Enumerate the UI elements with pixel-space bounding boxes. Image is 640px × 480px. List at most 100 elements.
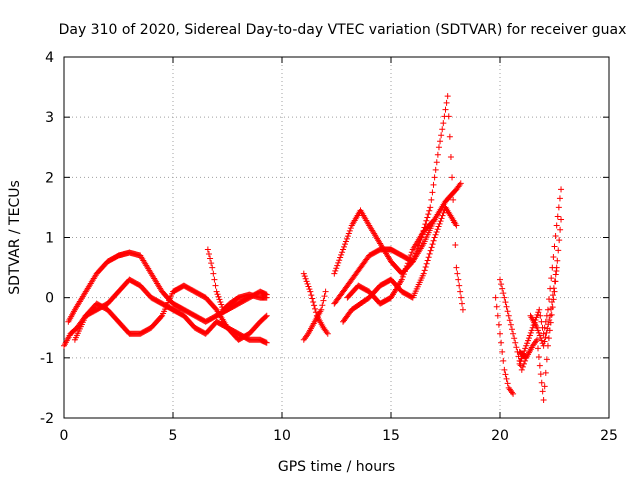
data-point	[305, 283, 312, 290]
data-point	[404, 260, 411, 267]
data-point	[423, 217, 430, 224]
data-point	[526, 332, 533, 339]
data-point	[455, 276, 462, 283]
data-point	[434, 226, 441, 233]
data-point	[341, 243, 348, 250]
data-point	[540, 330, 547, 337]
x-tick-label: 10	[273, 428, 291, 444]
data-point	[501, 294, 508, 301]
data-point	[210, 270, 217, 277]
data-point	[553, 222, 560, 229]
data-point	[445, 113, 452, 120]
data-point	[309, 295, 316, 302]
data-point	[459, 300, 466, 307]
data-point	[521, 347, 528, 354]
data-point	[434, 151, 441, 158]
data-point	[541, 324, 548, 331]
data-point	[426, 207, 433, 214]
data-point	[500, 357, 507, 364]
data-point	[550, 254, 557, 261]
data-point	[438, 132, 445, 139]
series-s3	[71, 282, 270, 343]
data-point	[431, 216, 438, 223]
y-tick-label: 0	[45, 291, 54, 307]
data-point	[538, 379, 545, 386]
data-point	[312, 305, 319, 312]
data-point	[207, 255, 214, 262]
data-point	[552, 271, 559, 278]
data-point	[548, 311, 555, 318]
data-point	[306, 286, 313, 293]
data-point	[504, 380, 511, 387]
data-point	[506, 317, 513, 324]
data-point	[301, 273, 308, 280]
data-point	[452, 242, 459, 249]
data-point	[432, 231, 439, 238]
data-point	[525, 335, 532, 342]
data-point	[548, 305, 555, 312]
data-point	[212, 282, 219, 289]
data-point	[510, 330, 517, 337]
data-point	[453, 264, 460, 271]
data-point	[498, 339, 505, 346]
data-point	[439, 126, 446, 133]
data-point	[519, 363, 526, 370]
data-point	[300, 270, 307, 277]
data-point	[541, 338, 548, 345]
data-point	[542, 334, 549, 341]
data-point	[553, 264, 560, 271]
data-point	[558, 186, 565, 193]
data-point	[435, 223, 442, 230]
data-point	[426, 250, 433, 257]
data-point	[214, 291, 221, 298]
data-point	[542, 369, 549, 376]
data-point	[347, 225, 354, 232]
data-point	[555, 247, 562, 254]
data-point	[437, 218, 444, 225]
data-point	[342, 238, 349, 245]
data-point	[541, 383, 548, 390]
data-point	[446, 133, 453, 140]
data-point	[398, 276, 405, 283]
data-point	[502, 299, 509, 306]
data-point	[425, 254, 432, 261]
data-point	[431, 234, 438, 241]
data-point	[340, 246, 347, 253]
data-point	[402, 265, 409, 272]
data-point	[336, 257, 343, 264]
data-point	[311, 302, 318, 309]
data-point	[333, 265, 340, 272]
data-point	[453, 222, 460, 229]
data-point	[500, 290, 507, 297]
data-point	[339, 249, 346, 256]
data-point	[534, 336, 541, 343]
data-point	[552, 232, 559, 239]
data-point	[544, 325, 551, 332]
data-point	[534, 311, 541, 318]
data-point	[318, 306, 325, 313]
data-point	[536, 362, 543, 369]
x-tick-label: 20	[491, 428, 509, 444]
data-point	[324, 330, 331, 337]
data-point	[436, 220, 443, 227]
data-point	[493, 303, 500, 310]
series-s5	[300, 270, 331, 337]
data-point	[430, 217, 437, 224]
series-s6	[300, 288, 329, 343]
data-point	[525, 337, 532, 344]
data-point	[335, 259, 342, 266]
data-point	[433, 159, 440, 166]
data-point	[504, 308, 511, 315]
data-point	[537, 335, 544, 342]
data-point	[399, 273, 406, 280]
data-point	[554, 213, 561, 220]
data-points	[61, 93, 565, 403]
data-point	[341, 241, 348, 248]
data-point	[549, 292, 556, 299]
data-point	[429, 241, 436, 248]
data-point	[513, 344, 520, 351]
data-point	[536, 332, 543, 339]
data-point	[422, 264, 429, 271]
data-point	[421, 267, 428, 274]
